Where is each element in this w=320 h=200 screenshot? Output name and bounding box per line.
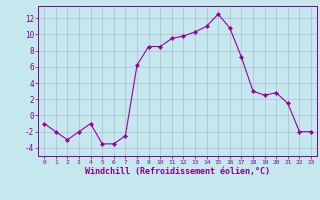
X-axis label: Windchill (Refroidissement éolien,°C): Windchill (Refroidissement éolien,°C)	[85, 167, 270, 176]
